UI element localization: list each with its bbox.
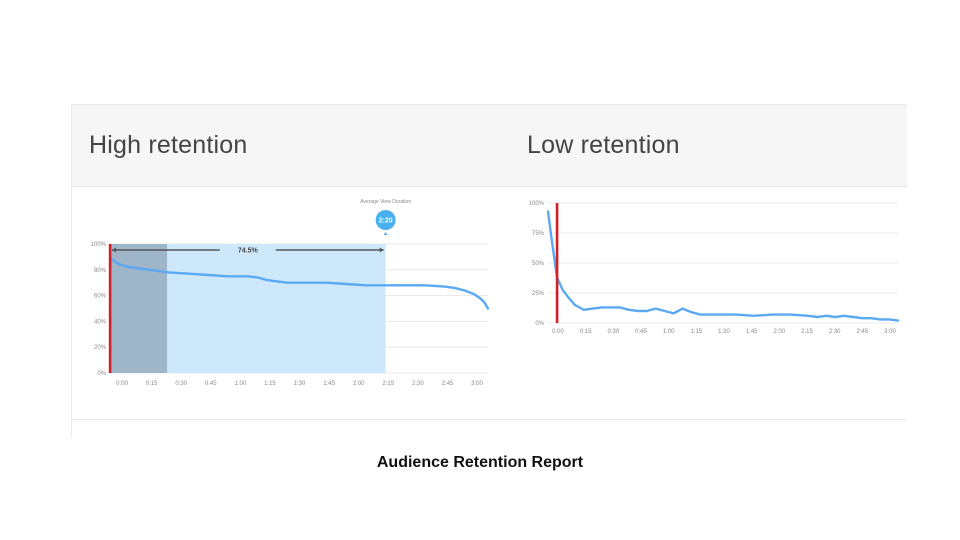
y-tick-label: 50% [532,261,545,267]
y-tick-label: 60% [94,294,107,300]
x-tick-label: 0:45 [635,329,647,335]
y-tick-label: 25% [532,291,545,297]
x-tick-label: 3:00 [884,329,896,335]
span-percent-label: 74.5% [238,248,259,255]
x-tick-label: 2:45 [442,381,454,387]
arrowhead-left [112,247,116,253]
panel-divider [510,419,907,420]
y-tick-label: 0% [97,371,106,377]
x-tick-label: 1:00 [663,329,675,335]
x-tick-label: 2:00 [353,381,365,387]
high-retention-chart: 100% 80% 60% 40% 20% 0% 0:00 0:15 0:30 0:45 1:00 1:… [91,199,490,387]
x-tick-label: 1:30 [294,381,306,387]
x-tick-label: 2:30 [412,381,424,387]
x-tick-label: 0:15 [580,329,592,335]
low-retention-panel: Low retention 100% 75% 50% 25% 0% 0:00 0:15 0:3… [510,105,907,437]
retention-line [108,256,490,310]
x-tick-label: 2:45 [856,329,868,335]
comparison-panels: High retention 100% 80% 60% 40% 20% 0% 0:00 0:1… [71,104,907,437]
y-tick-label: 80% [94,268,107,274]
high-retention-panel: High retention 100% 80% 60% 40% 20% 0% 0:00 0:1… [71,105,511,437]
x-tick-label: 2:00 [773,329,785,335]
x-tick-label: 1:15 [264,381,276,387]
x-tick-label: 0:30 [607,329,619,335]
retention-line [546,210,900,322]
panel-title: Low retention [527,131,680,159]
y-tick-label: 40% [94,319,107,325]
x-tick-label: 2:15 [801,329,813,335]
arrowhead-right [379,247,384,253]
annotation-label: Average View Duration [360,199,411,205]
x-tick-label: 0:45 [205,381,217,387]
x-tick-label: 0:15 [146,381,158,387]
y-tick-label: 100% [529,201,545,207]
x-tick-label: 1:30 [718,329,730,335]
y-tick-label: 20% [94,345,107,351]
report-caption: Audience Retention Report [376,454,584,471]
x-tick-label: 1:45 [323,381,335,387]
duration-bubble-text: 2:20 [379,218,393,225]
panel-divider [72,419,510,420]
bubble-pointer [383,232,388,235]
x-tick-label: 1:45 [746,329,758,335]
playhead-marker [108,244,112,373]
y-tick-label: 0% [535,321,544,327]
x-tick-label: 2:30 [829,329,841,335]
x-tick-label: 0:00 [552,329,564,335]
x-tick-label: 3:00 [471,381,483,387]
playhead-marker [555,203,559,323]
x-tick-label: 1:15 [690,329,702,335]
low-retention-chart: 100% 75% 50% 25% 0% 0:00 0:15 0:30 0:45 1:00 1:15 1… [529,201,900,335]
x-tick-label: 0:00 [116,381,128,387]
y-tick-label: 100% [91,242,107,248]
x-tick-label: 2:15 [382,381,394,387]
panel-header: High retention [72,105,510,187]
x-tick-label: 0:30 [175,381,187,387]
x-tick-label: 1:00 [234,381,246,387]
panel-header: Low retention [510,105,907,187]
y-tick-label: 75% [532,231,545,237]
duration-bubble [375,210,396,230]
panel-title: High retention [89,131,248,159]
